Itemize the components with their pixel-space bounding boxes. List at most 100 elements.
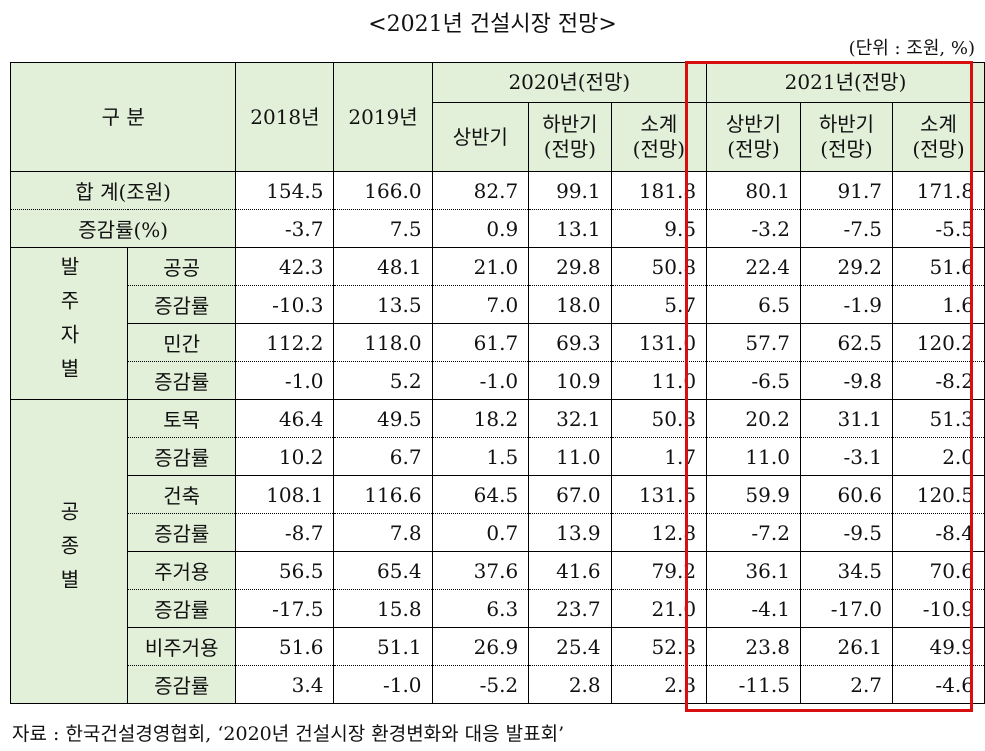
cell-value: 181.8 bbox=[610, 171, 708, 210]
cell-value: 21.0 bbox=[610, 589, 708, 628]
cell-value: 32.1 bbox=[528, 399, 612, 438]
table-row: 건축 108.1 116.6 64.5 67.0 131.5 59.9 60.6 120.5 bbox=[11, 475, 985, 514]
table-row: 증감률 -10.3 13.5 7.0 18.0 5.7 6.5 -1.9 1.6 bbox=[11, 285, 985, 324]
unit-note: (단위 : 조원, %) bbox=[848, 38, 975, 59]
cell-value: -1.0 bbox=[431, 361, 530, 400]
cell-value: 1.7 bbox=[610, 437, 708, 476]
cell-value: 108.1 bbox=[235, 475, 335, 514]
table-row: 비주거용 51.6 51.1 26.9 25.4 52.3 23.8 26.1 49.9 bbox=[11, 627, 985, 666]
table-title: <2021년 건설시장 전망> bbox=[368, 12, 617, 37]
cell-value: 9.5 bbox=[610, 209, 708, 248]
construction-market-table: 구 분 2018년 2019년 2020년(전망) 2021년(전망) 상반기 … bbox=[9, 62, 985, 704]
cell-value: 49.5 bbox=[333, 399, 433, 438]
cell-value: 2.0 bbox=[892, 437, 985, 476]
cell-value: 7.5 bbox=[333, 209, 433, 248]
row-label: 증감률(%) bbox=[9, 209, 237, 248]
row-label: 증감률 bbox=[126, 589, 237, 628]
cell-value: 171.8 bbox=[892, 171, 985, 210]
table-row: 공종별 토목 46.4 49.5 18.2 32.1 50.3 20.2 31.1 51.3 bbox=[10, 399, 985, 704]
cell-value: 99.1 bbox=[528, 171, 612, 210]
row-label: 공공 bbox=[126, 247, 237, 286]
cell-value: 118.0 bbox=[333, 323, 433, 362]
header-2021: 2021년(전망) bbox=[706, 62, 985, 103]
table-row: 증감률 -8.7 7.8 0.7 13.9 12.8 -7.2 -9.5 -8.4 bbox=[11, 513, 985, 552]
header-category: 구 분 bbox=[9, 62, 237, 172]
cell-value: 59.9 bbox=[706, 475, 801, 514]
cell-value: 82.7 bbox=[431, 171, 530, 210]
cell-value: 15.8 bbox=[333, 589, 433, 628]
row-label: 토목 bbox=[126, 399, 237, 438]
cell-value: -1.0 bbox=[235, 361, 335, 400]
cell-value: 6.5 bbox=[706, 285, 801, 324]
cell-value: -8.4 bbox=[892, 513, 985, 552]
cell-value: -3.7 bbox=[235, 209, 335, 248]
group-orderer: 발주자별 bbox=[10, 247, 128, 400]
cell-value: 49.9 bbox=[892, 627, 985, 666]
cell-value: 2.7 bbox=[799, 665, 894, 704]
cell-value: 13.5 bbox=[333, 285, 433, 324]
table-row: 증감률 -1.0 5.2 -1.0 10.9 11.0 -6.5 -9.8 -8.2 bbox=[11, 361, 985, 400]
cell-value: 0.9 bbox=[431, 209, 530, 248]
cell-value: 69.3 bbox=[528, 323, 612, 362]
cell-value: -6.5 bbox=[706, 361, 801, 400]
table-row: 주거용 56.5 65.4 37.6 41.6 79.2 36.1 34.5 70.6 bbox=[11, 551, 985, 590]
cell-value: 6.3 bbox=[431, 589, 530, 628]
header-2021-h2: 하반기 (전망) bbox=[799, 102, 894, 172]
table-row: 증감률 10.2 6.7 1.5 11.0 1.7 11.0 -3.1 2.0 bbox=[11, 437, 985, 476]
cell-value: -5.2 bbox=[431, 665, 530, 704]
cell-value: 31.1 bbox=[799, 399, 894, 438]
cell-value: 6.7 bbox=[333, 437, 433, 476]
row-label: 증감률 bbox=[126, 513, 237, 552]
row-label: 건축 bbox=[126, 475, 237, 514]
cell-value: 10.9 bbox=[528, 361, 612, 400]
cell-value: -17.5 bbox=[235, 589, 335, 628]
table-row: 증감률 -17.5 15.8 6.3 23.7 21.0 -4.1 -17.0 -10.9 bbox=[11, 589, 985, 628]
table-row: 발주자별 공공 42.3 48.1 21.0 29.8 50.8 22.4 29.2 51.6 bbox=[10, 247, 985, 400]
cell-value: 7.8 bbox=[333, 513, 433, 552]
row-label: 증감률 bbox=[126, 437, 237, 476]
cell-value: 116.6 bbox=[333, 475, 433, 514]
group-work-type: 공종별 bbox=[10, 399, 128, 704]
cell-value: 50.8 bbox=[610, 247, 708, 286]
cell-value: 23.8 bbox=[706, 627, 801, 666]
cell-value: -5.5 bbox=[892, 209, 985, 248]
table-row: 합 계(조원) 154.5 166.0 82.7 99.1 181.8 80.1 91.7 17… bbox=[9, 171, 985, 210]
cell-value: -17.0 bbox=[799, 589, 894, 628]
table-row: 증감률(%) -3.7 7.5 0.9 13.1 9.5 -3.2 -7.5 -5.5 bbox=[9, 209, 985, 248]
cell-value: -1.9 bbox=[799, 285, 894, 324]
cell-value: 166.0 bbox=[333, 171, 433, 210]
cell-value: 112.2 bbox=[235, 323, 335, 362]
row-label: 합 계(조원) bbox=[9, 171, 237, 210]
cell-value: 3.4 bbox=[235, 665, 335, 704]
cell-value: 7.0 bbox=[431, 285, 530, 324]
cell-value: 26.1 bbox=[799, 627, 894, 666]
cell-value: 12.8 bbox=[610, 513, 708, 552]
source-note: 자료 : 한국건설경영협회, ‘2020년 건설시장 환경변화와 대응 발표회’ bbox=[12, 723, 565, 745]
cell-value: 5.7 bbox=[610, 285, 708, 324]
cell-value: 34.5 bbox=[799, 551, 894, 590]
cell-value: 120.2 bbox=[892, 323, 985, 362]
cell-value: 80.1 bbox=[706, 171, 801, 210]
row-label: 증감률 bbox=[126, 665, 237, 704]
cell-value: -7.5 bbox=[799, 209, 894, 248]
cell-value: -10.9 bbox=[892, 589, 985, 628]
cell-value: 18.2 bbox=[431, 399, 530, 438]
cell-value: 65.4 bbox=[333, 551, 433, 590]
cell-value: 46.4 bbox=[235, 399, 335, 438]
cell-value: 56.5 bbox=[235, 551, 335, 590]
cell-value: 29.8 bbox=[528, 247, 612, 286]
cell-value: 29.2 bbox=[799, 247, 894, 286]
cell-value: -4.1 bbox=[706, 589, 801, 628]
cell-value: 18.0 bbox=[528, 285, 612, 324]
cell-value: 67.0 bbox=[528, 475, 612, 514]
cell-value: 0.7 bbox=[431, 513, 530, 552]
cell-value: 41.6 bbox=[528, 551, 612, 590]
cell-value: 61.7 bbox=[431, 323, 530, 362]
cell-value: -3.2 bbox=[706, 209, 801, 248]
cell-value: 13.9 bbox=[528, 513, 612, 552]
cell-value: 120.5 bbox=[892, 475, 985, 514]
cell-value: -8.2 bbox=[892, 361, 985, 400]
cell-value: -1.0 bbox=[333, 665, 433, 704]
cell-value: 1.6 bbox=[892, 285, 985, 324]
cell-value: 50.3 bbox=[610, 399, 708, 438]
